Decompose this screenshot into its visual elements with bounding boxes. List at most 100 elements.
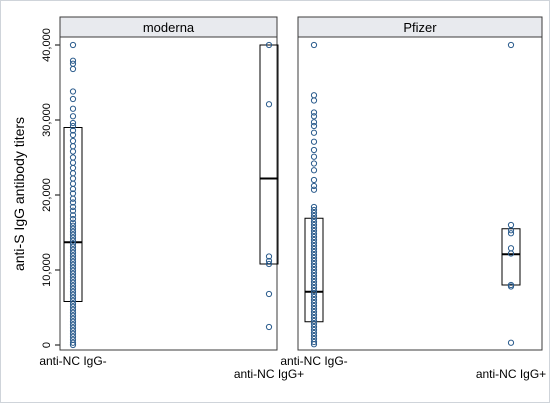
data-point: [310, 260, 318, 268]
data-point: [310, 284, 318, 292]
data-point: [310, 138, 318, 145]
data-point: [69, 270, 77, 277]
panel-title: moderna: [143, 20, 195, 35]
data-point: [69, 57, 77, 64]
data-point: [265, 253, 273, 260]
data-point: [69, 222, 77, 229]
y-tick-label: 40,000: [41, 28, 53, 62]
data-point: [310, 41, 318, 49]
data-point: [310, 203, 318, 211]
data-point: [265, 257, 273, 265]
data-point: [310, 119, 318, 126]
plot-area: [59, 36, 278, 351]
data-point: [310, 320, 318, 328]
data-point: [69, 119, 77, 127]
data-point: [310, 332, 318, 340]
data-point: [310, 146, 318, 154]
plot-area: [297, 36, 543, 351]
data-point: [310, 317, 318, 325]
data-point: [69, 330, 77, 337]
data-point: [310, 302, 318, 310]
data-point: [310, 299, 318, 307]
data-point: [310, 215, 318, 223]
data-point: [310, 254, 318, 262]
data-point: [310, 293, 318, 301]
y-axis-label: anti-S IgG antibody titers: [11, 117, 27, 271]
data-point: [310, 233, 318, 241]
data-point: [69, 312, 77, 319]
data-point: [310, 272, 318, 280]
data-point: [69, 203, 77, 211]
data-point: [310, 230, 318, 238]
data-point: [69, 240, 77, 247]
data-point: [265, 41, 273, 49]
y-tick-label: 10,000: [41, 253, 53, 287]
box: [501, 228, 521, 286]
data-point: [69, 258, 77, 265]
data-point: [69, 122, 77, 130]
data-point: [310, 113, 318, 120]
data-point: [310, 329, 318, 337]
data-point: [310, 257, 318, 265]
panel-title: Pfizer: [403, 20, 437, 35]
data-point: [310, 245, 318, 253]
data-point: [507, 339, 515, 346]
data-point: [310, 296, 318, 304]
data-point: [69, 225, 77, 232]
y-tick-label: 30,000: [41, 103, 53, 137]
y-tick-label: 20,000: [41, 178, 53, 212]
data-point: [69, 285, 77, 292]
data-point: [310, 206, 318, 214]
data-point: [69, 207, 77, 214]
data-point: [69, 252, 77, 259]
data-point: [310, 109, 318, 116]
y-tick-label: 0: [41, 342, 53, 348]
panel-moderna: moderna: [59, 16, 279, 351]
data-point: [310, 326, 318, 334]
data-point: [69, 315, 77, 322]
data-point: [69, 291, 77, 298]
data-point: [69, 303, 77, 310]
data-point: [69, 219, 77, 226]
x-label-pfizer-neg: anti-NC IgG-: [280, 354, 347, 368]
x-label-moderna-neg: anti-NC IgG-: [39, 354, 106, 368]
data-point: [310, 275, 318, 283]
data-point: [69, 297, 77, 304]
data-point: [69, 41, 77, 49]
x-label-pfizer-pos: anti-NC IgG+: [476, 367, 546, 381]
data-point: [69, 237, 77, 244]
data-point: [69, 105, 77, 112]
data-point: [69, 267, 77, 274]
data-point: [507, 230, 515, 237]
data-point: [507, 283, 515, 290]
data-point: [310, 167, 318, 174]
data-point: [69, 327, 77, 334]
data-point: [310, 266, 318, 274]
data-point: [310, 153, 318, 160]
data-point: [310, 290, 318, 298]
data-point: [310, 122, 318, 130]
data-point: [69, 95, 77, 103]
data-point: [69, 264, 77, 271]
data-point: [310, 314, 318, 322]
data-point: [310, 338, 318, 346]
data-point: [69, 341, 77, 349]
data-point: [69, 300, 77, 307]
data-point: [310, 224, 318, 232]
data-point: [69, 185, 77, 193]
data-point: [69, 215, 77, 223]
data-point: [69, 282, 77, 289]
data-point: [310, 176, 318, 184]
data-point: [310, 209, 318, 217]
data-point: [310, 227, 318, 235]
data-point: [310, 269, 318, 277]
data-point: [265, 290, 273, 298]
data-point: [69, 294, 77, 301]
data-point: [69, 234, 77, 241]
data-point: [69, 321, 77, 328]
data-point: [69, 195, 77, 202]
data-point: [69, 212, 77, 219]
data-point: [310, 182, 318, 190]
data-point: [69, 231, 77, 238]
